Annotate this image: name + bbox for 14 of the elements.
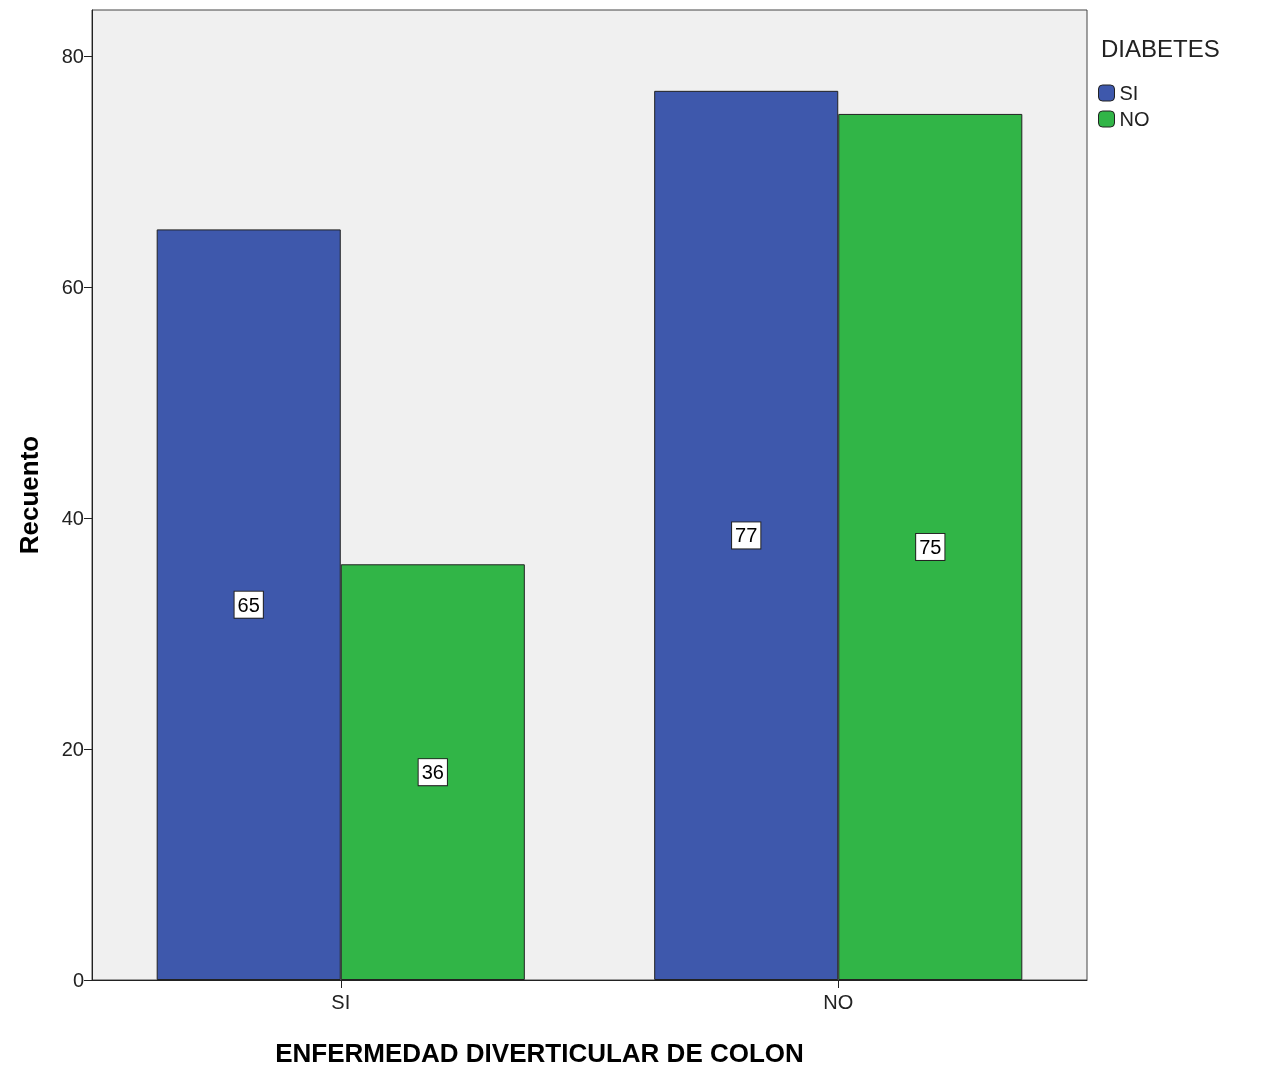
y-axis-title: Recuento	[14, 435, 44, 555]
y-tick-label: 20	[61, 738, 84, 761]
x-axis-title: ENFERMEDAD DIVERTICULAR DE COLON	[275, 1038, 804, 1068]
y-tick-label: 0	[72, 969, 84, 991]
data-label: 77	[735, 524, 758, 547]
y-tick-label: 40	[61, 507, 84, 530]
y-tick-label: 80	[61, 45, 84, 68]
legend-label: NO	[1119, 108, 1150, 130]
legend-label: SI	[1119, 82, 1139, 104]
legend-title: DIABETES	[1101, 34, 1220, 62]
y-tick-label: 60	[61, 276, 84, 299]
data-label: 36	[421, 761, 444, 784]
data-label: 75	[919, 535, 942, 558]
data-label: 65	[237, 593, 260, 616]
